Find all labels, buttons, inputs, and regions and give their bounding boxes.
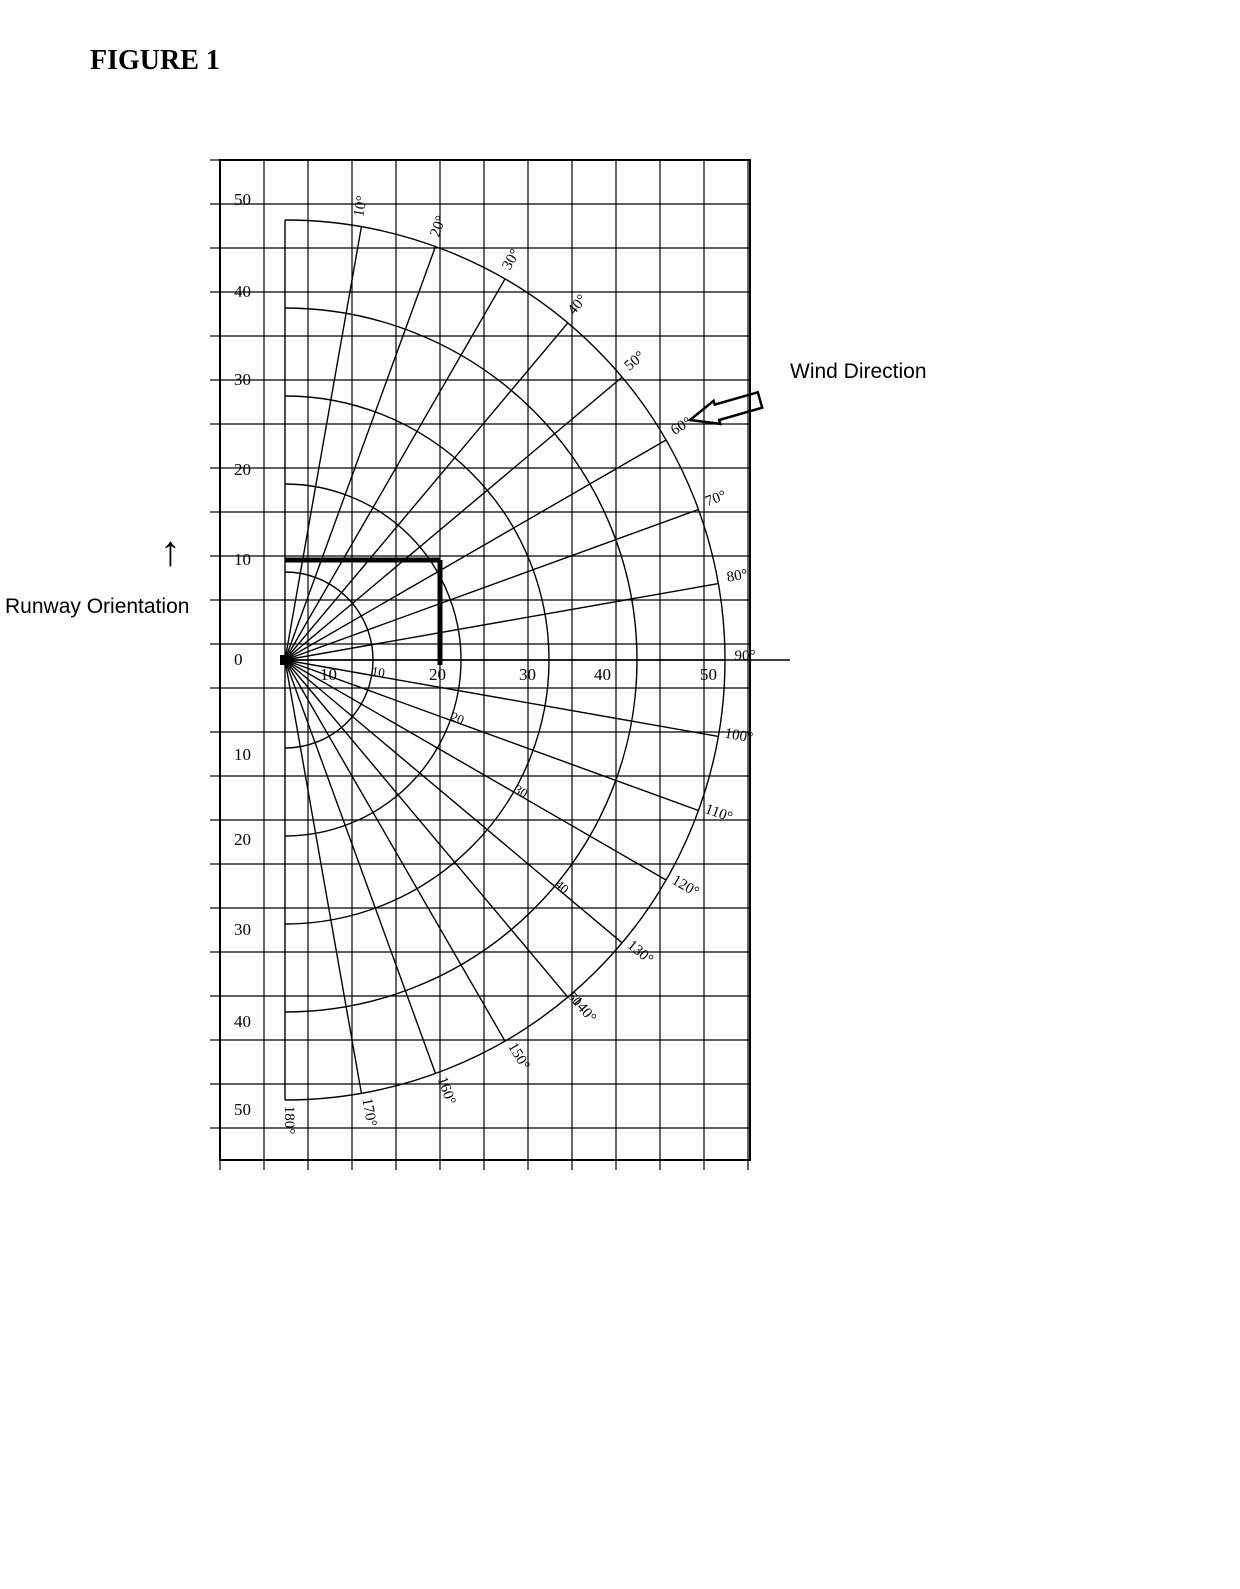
- y-tick-label: 50: [234, 190, 251, 209]
- angle-label: 130°: [624, 937, 656, 968]
- y-tick-label: 20: [234, 460, 251, 479]
- angle-label: 70°: [703, 488, 728, 510]
- y-tick-label: 20: [234, 830, 251, 849]
- x-tick-label: 50: [700, 665, 717, 684]
- y-tick-label: 10: [234, 550, 251, 569]
- x-tick-label: 30: [519, 665, 536, 684]
- angle-label: 20°: [427, 214, 449, 239]
- y-tick-label: 40: [234, 1012, 251, 1031]
- angle-label: 120°: [669, 872, 702, 900]
- arc-radius-label: 10: [371, 663, 386, 680]
- angle-label: 110°: [703, 801, 735, 826]
- wind-component-diagram: 50 40 30 20 10 0 10 20 30 40 50 10 20 30 40 50 10° 20° 30°…: [0, 0, 1240, 1589]
- angle-label: 50°: [622, 348, 648, 374]
- arc-radius-label: 40: [552, 877, 572, 897]
- angle-label: 40°: [565, 292, 591, 318]
- y-tick-label: 10: [234, 745, 251, 764]
- angle-label: 170°: [358, 1097, 379, 1128]
- y-tick-label: 0: [234, 650, 243, 669]
- angle-label: 80°: [726, 566, 749, 585]
- angle-label: 30°: [499, 247, 523, 273]
- page: FIGURE 1 ↑ Runway Orientation Wind Direc…: [0, 0, 1240, 1589]
- angle-label: 90°: [735, 648, 756, 664]
- y-tick-label: 30: [234, 370, 251, 389]
- x-tick-label: 40: [594, 665, 611, 684]
- y-tick-label: 30: [234, 920, 251, 939]
- angle-label: 160°: [434, 1075, 459, 1107]
- y-tick-label: 40: [234, 282, 251, 301]
- angle-label: 180°: [281, 1106, 297, 1135]
- angle-label: 10°: [351, 195, 370, 218]
- wind-arrow-icon: [690, 392, 762, 424]
- y-tick-label: 50: [234, 1100, 251, 1119]
- x-tick-label: 20: [429, 665, 446, 684]
